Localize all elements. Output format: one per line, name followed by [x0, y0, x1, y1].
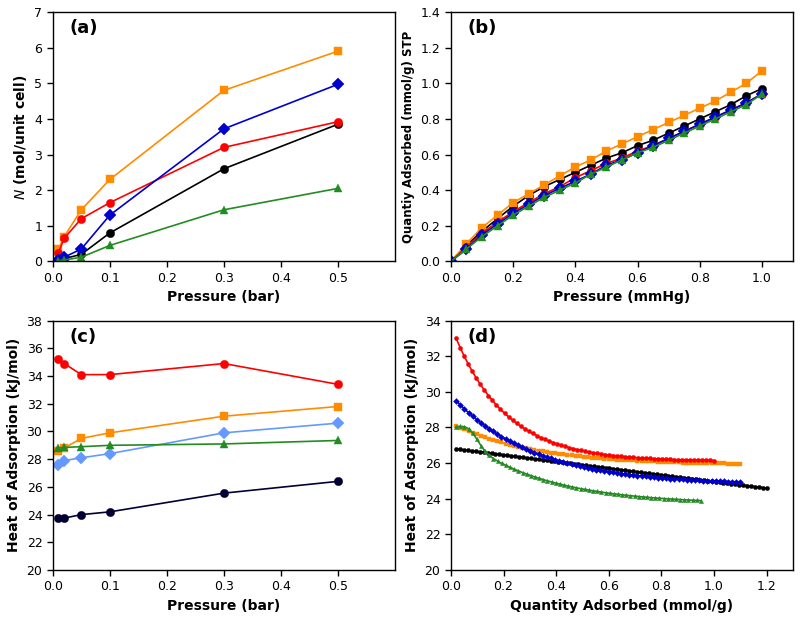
X-axis label: Quantity Adsorbed (mmol/g): Quantity Adsorbed (mmol/g)	[510, 599, 734, 613]
Text: (b): (b)	[468, 19, 498, 37]
Y-axis label: Heat of Adsorption (kJ/mol): Heat of Adsorption (kJ/mol)	[7, 338, 21, 552]
X-axis label: Pressure (mmHg): Pressure (mmHg)	[554, 290, 690, 304]
Y-axis label: Quantiy Adsorbed (mmol/g) STP: Quantiy Adsorbed (mmol/g) STP	[402, 30, 415, 243]
X-axis label: Pressure (bar): Pressure (bar)	[167, 290, 281, 304]
Text: (c): (c)	[70, 328, 97, 346]
Text: (d): (d)	[468, 328, 498, 346]
Y-axis label: Heat of Adsorption (kJ/mol): Heat of Adsorption (kJ/mol)	[405, 338, 419, 552]
Text: (a): (a)	[70, 19, 98, 37]
Y-axis label: $N$ (mol/unit cell): $N$ (mol/unit cell)	[12, 74, 29, 200]
X-axis label: Pressure (bar): Pressure (bar)	[167, 599, 281, 613]
